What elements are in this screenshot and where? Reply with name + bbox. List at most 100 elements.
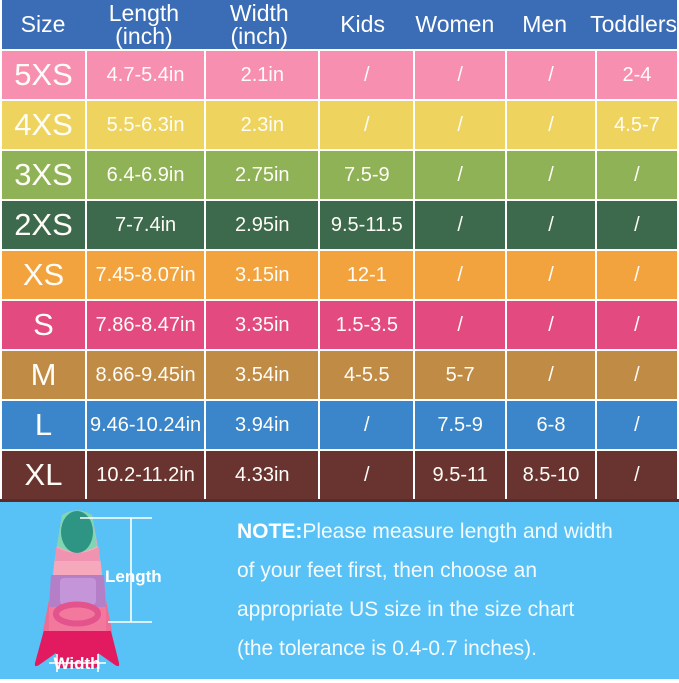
width-value: 4.33in bbox=[206, 451, 319, 499]
note-line-3: appropriate US size in the size chart bbox=[237, 598, 575, 621]
size-value: 5XS bbox=[2, 51, 85, 99]
length-label: Length bbox=[105, 567, 162, 586]
kids-value: / bbox=[320, 51, 414, 99]
length-value: 5.5-6.3in bbox=[86, 101, 205, 149]
width-measure-lines bbox=[49, 654, 106, 672]
men-value: / bbox=[507, 351, 595, 399]
men-value: / bbox=[507, 101, 595, 149]
men-value: / bbox=[507, 151, 595, 199]
header-width-unit: (inch) bbox=[230, 22, 289, 49]
header-width: Width (inch) bbox=[204, 0, 315, 49]
header-length-label: Length bbox=[108, 0, 180, 26]
table-row-2xs: 2XS 7-7.4in 2.95in 9.5-11.5 / / / bbox=[2, 201, 677, 249]
header-men-label: Men bbox=[522, 11, 568, 37]
swim-fin-diagram: Length Width bbox=[34, 510, 162, 673]
length-measure-lines bbox=[80, 517, 152, 623]
header-women: Women bbox=[410, 0, 499, 49]
toddlers-value: / bbox=[596, 351, 677, 399]
width-value: 3.35in bbox=[206, 301, 319, 349]
width-value: 3.15in bbox=[206, 251, 319, 299]
header-size-label: Size bbox=[20, 11, 66, 37]
header-width-label: Width bbox=[229, 0, 289, 26]
men-value: / bbox=[507, 201, 595, 249]
width-value: 2.3in bbox=[206, 101, 319, 149]
length-value: 6.4-6.9in bbox=[86, 151, 205, 199]
kids-value: 7.5-9 bbox=[320, 151, 414, 199]
table-row-xs: XS 7.45-8.07in 3.15in 12-1 / / / bbox=[2, 251, 677, 299]
length-value: 4.7-5.4in bbox=[86, 51, 205, 99]
fin-right-wing bbox=[106, 600, 112, 631]
width-value: 2.1in bbox=[206, 51, 319, 99]
fin-rose-band bbox=[46, 607, 109, 631]
note-label: NOTE: bbox=[237, 520, 303, 543]
header-women-label: Women bbox=[415, 11, 495, 37]
kids-value: / bbox=[320, 101, 414, 149]
table-row-3xs: 3XS 6.4-6.9in 2.75in 7.5-9 / / / bbox=[2, 151, 677, 199]
width-value: 3.94in bbox=[206, 401, 319, 449]
table-row-4xs: 4XS 5.5-6.3in 2.3in / / / 4.5-7 bbox=[2, 101, 677, 149]
size-value: 2XS bbox=[2, 201, 85, 249]
table-header-row: Size Length (inch) Width (inch) Kids Wom… bbox=[2, 0, 677, 49]
header-length-unit: (inch) bbox=[115, 22, 173, 49]
width-value: 2.75in bbox=[206, 151, 319, 199]
men-value: 6-8 bbox=[507, 401, 595, 449]
women-value: / bbox=[415, 101, 506, 149]
length-value: 7-7.4in bbox=[86, 201, 205, 249]
header-length: Length (inch) bbox=[86, 0, 202, 49]
men-value: / bbox=[507, 51, 595, 99]
toddlers-value: / bbox=[596, 251, 677, 299]
women-value: / bbox=[415, 251, 506, 299]
fin-blade bbox=[34, 619, 120, 668]
size-value: XL bbox=[2, 451, 85, 499]
women-value: 7.5-9 bbox=[415, 401, 506, 449]
note-line-4: (the tolerance is 0.4-0.7 inches). bbox=[237, 637, 537, 660]
women-value: / bbox=[415, 201, 506, 249]
measurement-legend-section: Length Width NOTE:Please measure length … bbox=[0, 499, 679, 679]
note-text: NOTE:Please measure length and width of … bbox=[237, 512, 672, 668]
size-table: Size Length (inch) Width (inch) Kids Wom… bbox=[0, 0, 679, 499]
header-men: Men bbox=[501, 0, 588, 49]
toddlers-value: / bbox=[596, 301, 677, 349]
table-row-l: L 9.46-10.24in 3.94in / 7.5-9 6-8 / bbox=[2, 401, 677, 449]
header-toddlers: Toddlers bbox=[590, 0, 677, 49]
kids-value: 12-1 bbox=[320, 251, 414, 299]
toddlers-value: / bbox=[596, 451, 677, 499]
length-value: 8.66-9.45in bbox=[86, 351, 205, 399]
table-row-s: S 7.86-8.47in 3.35in 1.5-3.5 / / / bbox=[2, 301, 677, 349]
women-value: / bbox=[415, 51, 506, 99]
header-kids: Kids bbox=[317, 0, 409, 49]
women-value: / bbox=[415, 301, 506, 349]
table-row-xl: XL 10.2-11.2in 4.33in / 9.5-11 8.5-10 / bbox=[2, 451, 677, 499]
header-size: Size bbox=[2, 0, 84, 49]
fin-illustration: Length Width bbox=[0, 504, 240, 683]
table-row-5xs: 5XS 4.7-5.4in 2.1in / / / 2-4 bbox=[2, 51, 677, 99]
fin-foot-opening bbox=[53, 601, 101, 627]
fin-left-wing bbox=[43, 600, 49, 631]
toddlers-value: / bbox=[596, 201, 677, 249]
width-value: 3.54in bbox=[206, 351, 319, 399]
fin-purple-patch bbox=[60, 578, 96, 605]
kids-value: / bbox=[320, 401, 414, 449]
kids-value: 4-5.5 bbox=[320, 351, 414, 399]
size-value: L bbox=[2, 401, 85, 449]
note-line-1: NOTE:Please measure length and width bbox=[237, 512, 672, 551]
size-value: XS bbox=[2, 251, 85, 299]
kids-value: 1.5-3.5 bbox=[320, 301, 414, 349]
header-toddlers-label: Toddlers bbox=[590, 11, 677, 37]
toddlers-value: 2-4 bbox=[596, 51, 677, 99]
size-value: 4XS bbox=[2, 101, 85, 149]
size-value: 3XS bbox=[2, 151, 85, 199]
men-value: 8.5-10 bbox=[507, 451, 595, 499]
length-value: 9.46-10.24in bbox=[86, 401, 205, 449]
toddlers-value: / bbox=[596, 151, 677, 199]
header-kids-label: Kids bbox=[340, 11, 385, 37]
toddlers-value: / bbox=[596, 401, 677, 449]
size-value: M bbox=[2, 351, 85, 399]
width-value: 2.95in bbox=[206, 201, 319, 249]
note-line-2: of your feet first, then choose an bbox=[237, 559, 538, 582]
women-value: / bbox=[415, 151, 506, 199]
kids-value: 9.5-11.5 bbox=[320, 201, 414, 249]
men-value: / bbox=[507, 251, 595, 299]
length-value: 10.2-11.2in bbox=[86, 451, 205, 499]
